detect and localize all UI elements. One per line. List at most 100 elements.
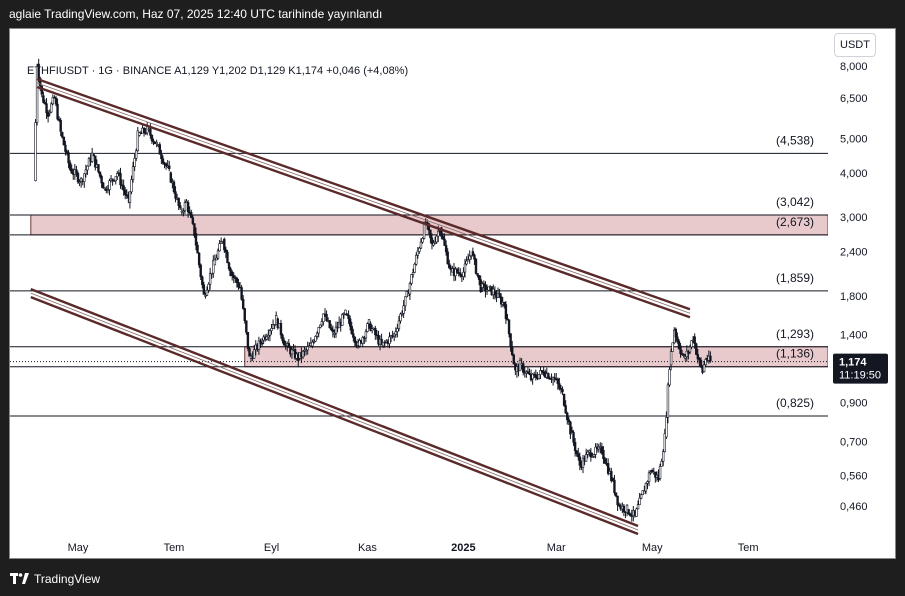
candle xyxy=(407,289,410,297)
candle xyxy=(43,99,47,105)
candle xyxy=(366,322,369,333)
candle xyxy=(402,300,405,318)
candle xyxy=(614,492,618,498)
candle xyxy=(90,147,94,164)
candle xyxy=(465,256,468,266)
candle xyxy=(306,341,309,355)
candle xyxy=(185,199,188,204)
symbol-legend: ETHFIUSDT · 1G · BINANCE A1,129 Y1,202 D… xyxy=(27,65,409,77)
candle xyxy=(506,313,509,321)
candle xyxy=(611,477,615,482)
candle xyxy=(213,254,217,266)
candle xyxy=(155,139,158,148)
candle xyxy=(193,223,196,238)
y-tick-label: 6,500 xyxy=(840,93,868,105)
candle xyxy=(232,272,235,284)
candle xyxy=(443,233,446,246)
candle xyxy=(348,315,352,331)
candle xyxy=(636,500,640,510)
level-label: (3,042) xyxy=(776,195,814,209)
y-tick-label: 0,560 xyxy=(840,471,868,483)
candle xyxy=(100,174,103,188)
channel-upper-line xyxy=(36,77,691,319)
y-tick-label: 3,000 xyxy=(840,212,868,224)
candle xyxy=(682,353,685,358)
candle xyxy=(210,272,213,279)
candle xyxy=(419,238,423,250)
candle xyxy=(333,329,336,339)
y-tick-label: 8,000 xyxy=(840,61,868,73)
candle xyxy=(455,267,459,274)
candle xyxy=(644,482,648,495)
candle xyxy=(158,142,162,155)
candle xyxy=(649,469,652,475)
candle xyxy=(410,273,413,286)
candle xyxy=(575,450,578,457)
candle xyxy=(577,447,580,461)
candle xyxy=(493,286,497,300)
candle xyxy=(531,373,534,385)
candle xyxy=(270,323,273,335)
candle xyxy=(259,338,262,349)
candle xyxy=(393,332,396,342)
candle xyxy=(459,268,462,278)
currency-button[interactable]: USDT xyxy=(834,33,876,57)
candle xyxy=(344,309,347,316)
candle xyxy=(92,153,95,157)
candle xyxy=(241,295,245,310)
candle xyxy=(662,449,665,467)
tradingview-logo[interactable]: TradingView xyxy=(10,572,100,586)
y-tick-label: 0,460 xyxy=(840,501,868,513)
level-label: (2,673) xyxy=(776,215,814,229)
candle xyxy=(510,340,514,356)
candle xyxy=(415,252,418,266)
candle xyxy=(245,320,248,335)
candle xyxy=(534,369,537,381)
candle xyxy=(61,131,64,139)
candle xyxy=(408,281,412,300)
candle xyxy=(142,127,146,137)
candle xyxy=(416,246,420,259)
candle xyxy=(101,181,105,189)
candle xyxy=(271,319,275,329)
candle xyxy=(688,344,692,355)
candles xyxy=(34,58,712,522)
candle xyxy=(518,357,522,372)
candle xyxy=(602,446,605,464)
candle xyxy=(625,504,629,517)
candle xyxy=(677,339,681,350)
candle xyxy=(569,420,572,440)
candle xyxy=(463,258,467,278)
candle xyxy=(374,325,377,340)
candle xyxy=(56,98,59,121)
candle xyxy=(172,179,176,194)
candle xyxy=(698,357,701,367)
candle xyxy=(591,452,594,458)
candle xyxy=(468,250,471,264)
candle xyxy=(367,319,371,329)
candle xyxy=(383,340,386,348)
candle xyxy=(471,247,475,257)
candle xyxy=(246,332,250,352)
candle xyxy=(106,184,110,194)
candle xyxy=(133,152,136,172)
candle xyxy=(484,281,487,298)
chart-frame: ETHFIUSDT · 1G · BINANCE A1,129 Y1,202 D… xyxy=(9,28,896,559)
candle xyxy=(345,313,349,316)
candle xyxy=(64,140,67,156)
candle xyxy=(432,239,435,247)
candle xyxy=(191,215,195,226)
candle xyxy=(334,321,338,338)
candle xyxy=(669,348,673,371)
candle xyxy=(196,241,199,254)
candle xyxy=(559,384,563,394)
x-tick-label: Kas xyxy=(358,542,377,554)
candle xyxy=(317,326,320,338)
candle xyxy=(160,149,163,165)
time-axis: May Tem Eyl Kas 2025 Mar May Tem xyxy=(68,542,759,554)
candle xyxy=(67,149,70,169)
candle xyxy=(248,346,251,357)
candle xyxy=(695,342,698,356)
candle xyxy=(578,452,582,471)
